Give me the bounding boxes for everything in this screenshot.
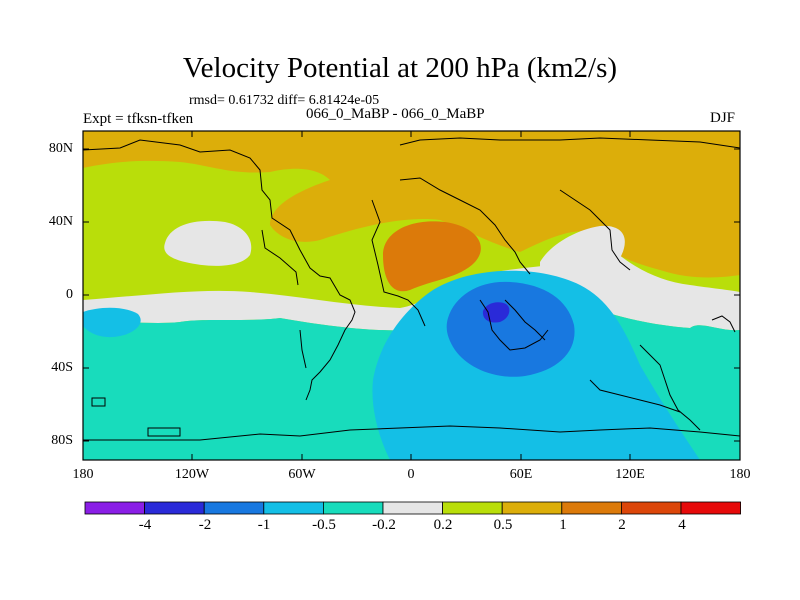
coastlines bbox=[82, 137, 741, 441]
colorbar-swatch bbox=[501, 501, 563, 515]
colorbar-label: 2 bbox=[618, 517, 626, 533]
field-blue bbox=[446, 281, 575, 377]
colorbar-label: 4 bbox=[678, 517, 686, 533]
colorbar-label: -1 bbox=[257, 517, 271, 533]
colorbar-label: -0.2 bbox=[372, 517, 396, 533]
lon-label-60w: 60W bbox=[288, 467, 316, 482]
colorbar-swatch bbox=[322, 501, 384, 515]
colorbar-swatch bbox=[84, 501, 145, 515]
lon-label-180w: 180 bbox=[72, 467, 94, 482]
colorbar-swatch bbox=[621, 501, 682, 515]
season-label: DJF bbox=[710, 110, 736, 126]
colorbar-swatch bbox=[442, 501, 503, 515]
colorbar-label: 1 bbox=[559, 517, 567, 533]
lat-label-80s: 80S bbox=[51, 433, 73, 448]
field-orange-north bbox=[83, 131, 740, 278]
lon-label-0: 0 bbox=[407, 467, 415, 482]
colorbar-swatch bbox=[561, 501, 622, 515]
lat-label-40s: 40S bbox=[51, 360, 73, 375]
lon-label-180e: 180 bbox=[729, 467, 751, 482]
field-orange-peak bbox=[383, 221, 481, 292]
colorbar-swatch bbox=[203, 501, 265, 515]
experiment-label: Expt = tfksn-tfken bbox=[83, 111, 194, 127]
field-cyan-west bbox=[83, 307, 141, 338]
experiments-label: 066_0_MaBP - 066_0_MaBP bbox=[306, 106, 485, 122]
lat-label-80n: 80N bbox=[48, 141, 73, 156]
colorbar-swatch bbox=[263, 501, 324, 515]
stats-line: rmsd= 0.61732 diff= 6.81424e-05 bbox=[189, 93, 380, 108]
colorbar-label: -4 bbox=[138, 517, 152, 533]
chart-title: Velocity Potential at 200 hPa (km2/s) bbox=[182, 52, 618, 84]
colorbar-label: 0.5 bbox=[493, 517, 513, 533]
colorbar-swatch bbox=[144, 501, 205, 515]
colorbar-label: -2 bbox=[198, 517, 212, 533]
lon-label-120w: 120W bbox=[174, 467, 210, 482]
lat-label-0: 0 bbox=[66, 287, 73, 302]
field-neutral-west bbox=[164, 220, 252, 266]
lon-label-120e: 120E bbox=[615, 467, 645, 482]
lon-label-60e: 60E bbox=[509, 467, 533, 482]
colorbar-swatch bbox=[382, 501, 443, 515]
field-neutral-ne bbox=[540, 225, 625, 272]
colorbar-label: -0.5 bbox=[312, 517, 336, 533]
axis-ticks bbox=[83, 131, 740, 460]
colorbar-swatch bbox=[680, 501, 741, 515]
colorbar-label: 0.2 bbox=[433, 517, 453, 533]
lat-label-40n: 40N bbox=[48, 214, 73, 229]
